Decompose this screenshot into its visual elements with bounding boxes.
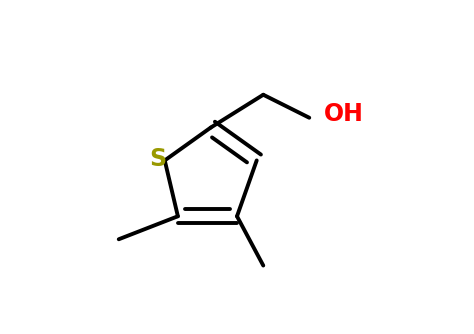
Text: OH: OH <box>324 103 364 127</box>
Text: S: S <box>150 147 167 171</box>
